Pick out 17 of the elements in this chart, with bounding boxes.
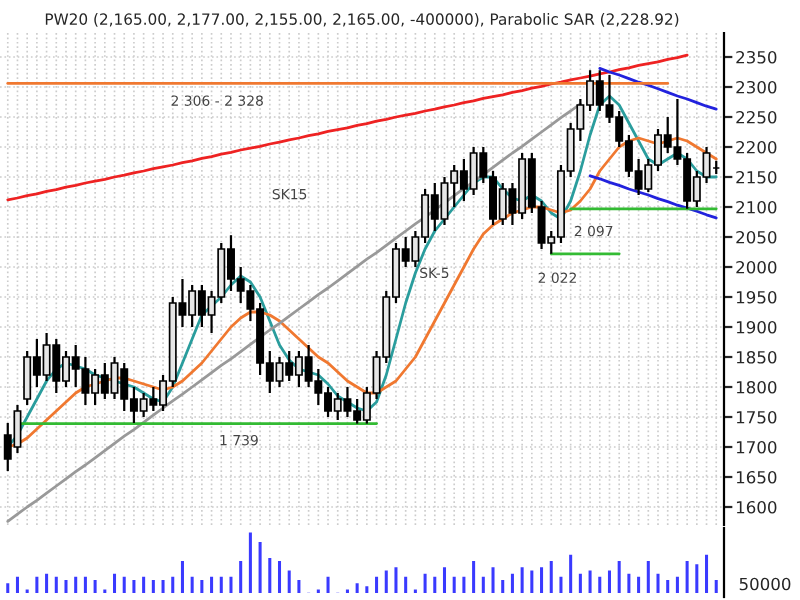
y-tick-label: 2200 [736, 140, 777, 154]
y-tick-label: 1750 [736, 410, 777, 424]
y-tick-label: 1950 [736, 290, 777, 304]
y-tick-label: 1800 [736, 380, 777, 394]
y-tick-label: 1850 [736, 350, 777, 364]
y-tick-label: 2300 [736, 80, 777, 94]
y-tick-label: 2050 [736, 230, 777, 244]
y-tick-label: 1600 [736, 500, 777, 514]
y-tick-label: 2150 [736, 170, 777, 184]
y-tick-label: 1700 [736, 440, 777, 454]
y-tick-label: 2100 [736, 200, 777, 214]
y-tick-label: 1900 [736, 320, 777, 334]
y-tick-label: 2000 [736, 260, 777, 274]
y-tick-label: 2250 [736, 110, 777, 124]
text: 50000 [739, 577, 791, 591]
y-tick-label: 1650 [736, 470, 777, 484]
y-tick-label: 2350 [736, 50, 777, 64]
